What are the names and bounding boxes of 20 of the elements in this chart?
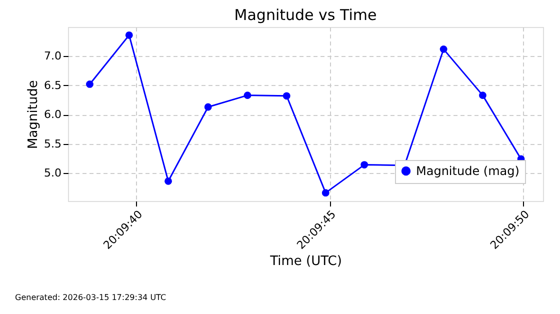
point <box>282 92 290 100</box>
point <box>244 92 252 100</box>
y-axis-title: Magnitude <box>26 80 42 149</box>
y-tick-label: 7.0 <box>44 50 62 63</box>
point <box>322 189 330 197</box>
y-tick-label: 6.0 <box>44 108 62 122</box>
point <box>204 103 212 111</box>
x-axis-title: Time (UTC) <box>269 254 342 270</box>
point <box>478 92 486 100</box>
point <box>86 80 94 88</box>
y-tick-label: 6.5 <box>44 78 62 92</box>
legend-label: Magnitude (mag) <box>416 164 520 178</box>
chart-title: Magnitude vs Time <box>234 6 377 24</box>
text: Generated: 2026-03-15 17:29:34 UTC <box>15 293 166 302</box>
point <box>440 45 448 53</box>
y-tick-label: 5.0 <box>44 166 62 180</box>
point <box>360 161 368 168</box>
point <box>125 31 133 39</box>
y-tick-label: 5.5 <box>44 137 62 150</box>
point <box>164 177 172 185</box>
